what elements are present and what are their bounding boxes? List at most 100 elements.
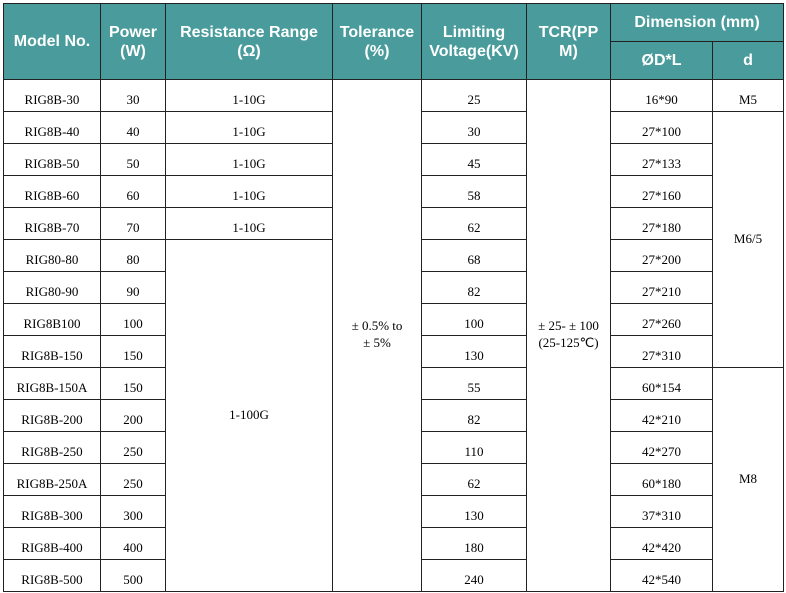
model-cell: RIG80-90 xyxy=(3,271,101,304)
voltage-cell: 82 xyxy=(421,271,527,304)
header-power: Power (W) xyxy=(100,3,166,80)
power-cell: 50 xyxy=(100,143,166,176)
voltage-cell: 30 xyxy=(421,111,527,144)
dl-cell: 27*210 xyxy=(610,271,713,304)
dl-cell: 27*200 xyxy=(610,239,713,272)
spec-table: Model No. Power (W) Resistance Range (Ω) T… xyxy=(3,3,784,592)
model-cell: RIG8B-200 xyxy=(3,399,101,432)
table-row: RIG8B-30 30 1-10G ± 0.5% to ± 5% 25 ± 25- ± 10… xyxy=(3,79,784,592)
model-cell: RIG8B-70 xyxy=(3,207,101,240)
table-row: RIG80-80 80 1-100G 68 27*200 xyxy=(3,239,784,592)
header-resistance: Resistance Range (Ω) xyxy=(165,3,333,80)
power-cell: 150 xyxy=(100,335,166,368)
dl-cell: 27*160 xyxy=(610,175,713,208)
power-cell: 300 xyxy=(100,495,166,528)
resistance-merged-cell: 1-100G xyxy=(165,239,333,592)
power-cell: 500 xyxy=(100,559,166,592)
dl-cell: 42*540 xyxy=(610,559,713,592)
table-row: RIG8B-40 40 1-10G 30 27*100 M6/5 xyxy=(3,111,784,368)
power-cell: 200 xyxy=(100,399,166,432)
model-cell: RIG80-80 xyxy=(3,239,101,272)
tcr-line: ± 25- ± 100 xyxy=(538,318,599,333)
d-cell: M6/5 xyxy=(712,111,784,368)
model-cell: RIG8B-250 xyxy=(3,431,101,464)
power-cell: 40 xyxy=(100,111,166,144)
model-cell: RIG8B-400 xyxy=(3,527,101,560)
model-cell: RIG8B100 xyxy=(3,303,101,336)
header-model: Model No. xyxy=(3,3,101,80)
table-row: RIG80-90 90 82 27*210 xyxy=(3,271,784,304)
voltage-cell: 100 xyxy=(421,303,527,336)
voltage-cell: 62 xyxy=(421,463,527,496)
voltage-cell: 130 xyxy=(421,335,527,368)
dl-cell: 60*180 xyxy=(610,463,713,496)
table-row: RIG8B-300 300 130 37*310 xyxy=(3,495,784,528)
tcr-cell: ± 25- ± 100 (25-125℃) xyxy=(526,79,611,592)
model-cell: RIG8B-250A xyxy=(3,463,101,496)
resistance-cell: 1-10G xyxy=(165,175,333,208)
resistance-cell: 1-10G xyxy=(165,111,333,144)
model-cell: RIG8B-300 xyxy=(3,495,101,528)
model-cell: RIG8B-40 xyxy=(3,111,101,144)
header-tolerance: Tolerance (%) xyxy=(332,3,422,80)
power-cell: 30 xyxy=(100,79,166,112)
model-cell: RIG8B-60 xyxy=(3,175,101,208)
voltage-cell: 45 xyxy=(421,143,527,176)
dl-cell: 60*154 xyxy=(610,367,713,400)
table-row: RIG8B-60 60 1-10G 58 27*160 xyxy=(3,175,784,208)
power-cell: 90 xyxy=(100,271,166,304)
resistance-cell: 1-10G xyxy=(165,207,333,240)
dl-cell: 42*270 xyxy=(610,431,713,464)
voltage-cell: 55 xyxy=(421,367,527,400)
power-cell: 250 xyxy=(100,463,166,496)
dl-cell: 27*260 xyxy=(610,303,713,336)
table-row: RIG8B-200 200 82 42*210 xyxy=(3,399,784,432)
voltage-cell: 58 xyxy=(421,175,527,208)
table-row: RIG8B-50 50 1-10G 45 27*133 xyxy=(3,143,784,176)
power-cell: 150 xyxy=(100,367,166,400)
power-cell: 250 xyxy=(100,431,166,464)
power-cell: 80 xyxy=(100,239,166,272)
tolerance-line: ± 0.5% to xyxy=(351,318,403,333)
voltage-cell: 68 xyxy=(421,239,527,272)
tcr-line: (25-125℃) xyxy=(538,335,599,350)
tolerance-line: ± 5% xyxy=(363,335,391,350)
model-cell: RIG8B-150A xyxy=(3,367,101,400)
tolerance-cell: ± 0.5% to ± 5% xyxy=(332,79,422,592)
model-cell: RIG8B-500 xyxy=(3,559,101,592)
header-d: d xyxy=(712,41,784,80)
resistance-cell: 1-10G xyxy=(165,143,333,176)
power-cell: 400 xyxy=(100,527,166,560)
dl-cell: 42*420 xyxy=(610,527,713,560)
dl-cell: 27*133 xyxy=(610,143,713,176)
resistance-cell: 1-10G xyxy=(165,79,333,112)
d-cell: M8 xyxy=(712,367,784,592)
voltage-cell: 62 xyxy=(421,207,527,240)
model-cell: RIG8B-30 xyxy=(3,79,101,112)
power-cell: 60 xyxy=(100,175,166,208)
voltage-cell: 82 xyxy=(421,399,527,432)
voltage-cell: 130 xyxy=(421,495,527,528)
header-tcr: TCR(PP M) xyxy=(526,3,611,80)
power-cell: 100 xyxy=(100,303,166,336)
dl-cell: 27*310 xyxy=(610,335,713,368)
table-row: RIG8B-250A 250 62 60*180 xyxy=(3,463,784,496)
model-cell: RIG8B-50 xyxy=(3,143,101,176)
model-cell: RIG8B-150 xyxy=(3,335,101,368)
dl-cell: 27*180 xyxy=(610,207,713,240)
power-cell: 70 xyxy=(100,207,166,240)
header-voltage: Limiting Voltage(KV) xyxy=(421,3,527,80)
header-dl: ØD*L xyxy=(610,41,713,80)
voltage-cell: 25 xyxy=(421,79,527,112)
table-row: RIG8B-70 70 1-10G 62 27*180 xyxy=(3,207,784,240)
table-row: RIG8B-250 250 110 42*270 xyxy=(3,431,784,464)
d-cell: M5 xyxy=(712,79,784,112)
table-row: RIG8B-500 500 240 42*540 xyxy=(3,559,784,592)
dl-cell: 37*310 xyxy=(610,495,713,528)
table-row: RIG8B100 100 100 27*260 xyxy=(3,303,784,336)
dl-cell: 16*90 xyxy=(610,79,713,112)
voltage-cell: 110 xyxy=(421,431,527,464)
header-dimension: Dimension (mm) xyxy=(610,3,784,42)
dl-cell: 27*100 xyxy=(610,111,713,144)
voltage-cell: 180 xyxy=(421,527,527,560)
